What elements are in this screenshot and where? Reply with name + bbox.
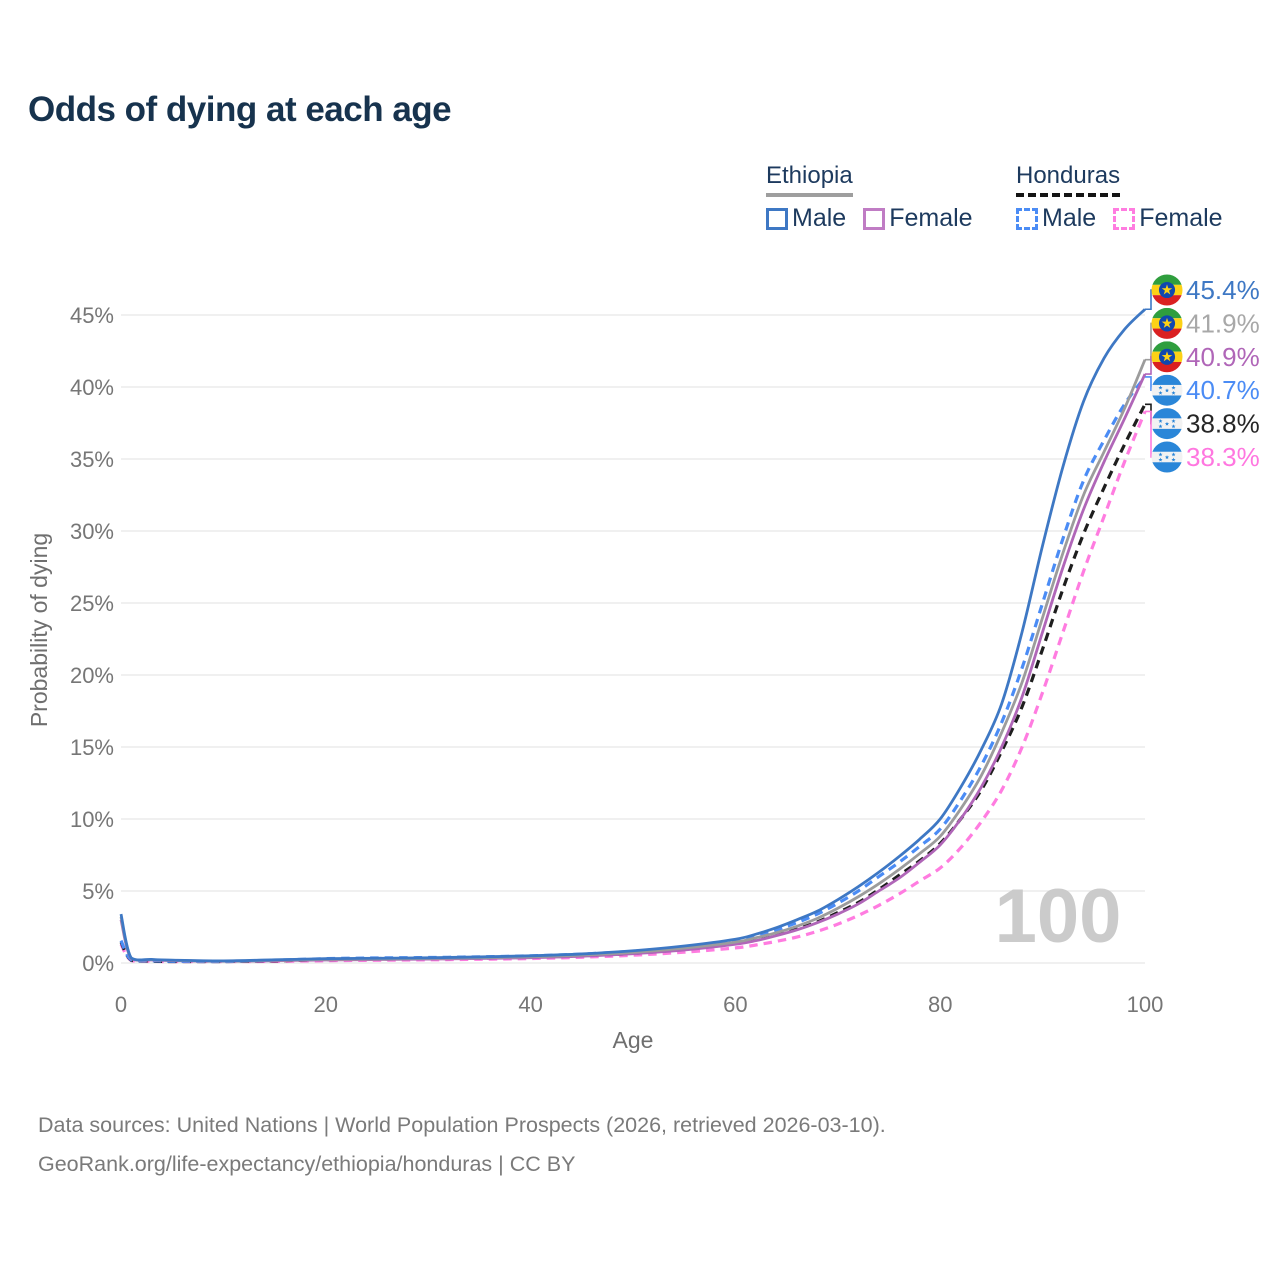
legend-label-ethiopia-male: Male [792,204,847,232]
y-tick-label: 15% [70,735,114,760]
legend-swatch-ethiopia-male[interactable] [766,207,788,230]
series-line-honduras-male[interactable] [119,375,1147,964]
end-value-label-honduras: 38.8% [1186,409,1260,439]
legend-group-ethiopia: Ethiopia Male Female [766,162,973,233]
flag-star [1164,455,1170,460]
legend-item-ethiopia-female[interactable]: Female [863,204,973,233]
x-tick-label: 80 [928,992,952,1017]
flag-icon-ethiopia [1151,307,1183,339]
x-tick-label: 100 [1127,992,1164,1017]
y-tick-label: 25% [70,591,114,616]
end-value-label-ethiopia: 41.9% [1186,308,1260,338]
footer: Data sources: United Nations | World Pop… [38,1106,886,1184]
page-title: Odds of dying at each age [28,90,452,129]
y-tick-label: 35% [70,447,114,472]
flag-star [1164,388,1170,393]
legend-item-honduras-female[interactable]: Female [1113,204,1223,233]
y-axis-title: Probability of dying [26,533,52,727]
y-tick-label: 40% [70,375,114,400]
flag-star [1161,351,1173,362]
flag-star [1158,457,1163,462]
end-value-label-ethiopia-male: 45.4% [1186,275,1260,305]
footer-link: GeoRank.org/life-expectancy/ethiopia/hon… [38,1152,576,1177]
flag-star [1171,452,1176,457]
flag-icon-honduras [1151,408,1183,440]
flag-star [1158,452,1163,457]
series-line-ethiopia-female[interactable] [119,373,1147,963]
x-tick-label: 40 [518,992,542,1017]
y-tick-label: 0% [82,951,114,976]
flag-star [1164,421,1170,426]
series-line-ethiopia[interactable] [119,359,1147,963]
flag-star [1171,418,1176,423]
legend-swatch-ethiopia-female[interactable] [863,207,886,230]
flag-star [1158,418,1163,423]
flag-icon-honduras [1151,374,1183,406]
legend-country-honduras[interactable]: Honduras [1016,162,1121,197]
y-tick-label: 30% [70,519,114,544]
legend-item-honduras-male[interactable]: Male [1016,204,1096,233]
y-tick-label: 45% [70,303,114,328]
end-value-label-honduras-male: 40.7% [1186,375,1260,405]
flag-star [1171,390,1176,395]
x-tick-label: 60 [723,992,747,1017]
legend-group-honduras: Honduras Male Female [1016,162,1223,233]
end-value-label-ethiopia-female: 40.9% [1186,342,1260,372]
legend-country-ethiopia[interactable]: Ethiopia [766,162,853,197]
flag-star [1171,424,1176,429]
series-line-ethiopia-male[interactable] [119,308,1146,963]
legend-swatch-honduras-male[interactable] [1016,207,1038,230]
legend-swatch-honduras-female[interactable] [1113,207,1136,230]
series-line-honduras[interactable] [119,403,1147,964]
y-tick-label: 20% [70,663,114,688]
x-tick-label: 0 [115,992,127,1017]
flag-star [1161,284,1173,295]
x-axis-title: Age [613,1027,654,1053]
flag-star [1158,385,1163,390]
y-tick-label: 5% [82,879,114,904]
flag-star [1171,385,1176,390]
footer-sources: Data sources: United Nations | World Pop… [38,1113,886,1137]
flag-icon-ethiopia [1151,274,1183,306]
legend-label-honduras-female: Female [1139,204,1223,232]
flag-icon-ethiopia [1151,341,1183,373]
flag-star [1171,457,1176,462]
end-value-label-honduras-female: 38.3% [1186,442,1260,472]
hover-age-watermark: 100 [995,874,1122,959]
series-line-honduras-female[interactable] [119,410,1147,964]
legend-label-ethiopia-female: Female [889,204,973,232]
flag-icon-honduras [1151,441,1183,473]
flag-star [1161,317,1173,328]
y-tick-label: 10% [70,807,114,832]
x-tick-label: 20 [314,992,338,1017]
flag-star [1158,390,1163,395]
legend-label-honduras-male: Male [1042,204,1097,232]
legend-item-ethiopia-male[interactable]: Male [766,204,846,233]
flag-star [1158,424,1163,429]
